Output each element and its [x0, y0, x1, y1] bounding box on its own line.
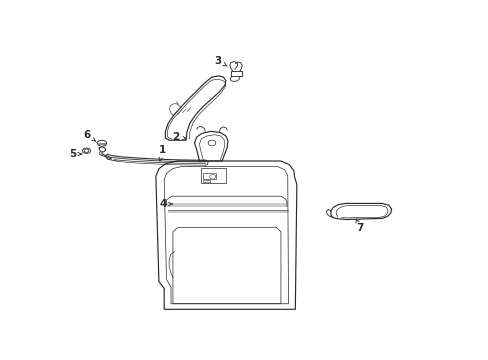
- Text: 2: 2: [172, 132, 186, 143]
- Text: 7: 7: [355, 219, 363, 233]
- Text: 1: 1: [159, 145, 166, 161]
- Text: 4: 4: [159, 199, 172, 209]
- Text: 3: 3: [214, 56, 227, 66]
- Text: 5: 5: [69, 149, 81, 159]
- Text: 6: 6: [83, 130, 95, 141]
